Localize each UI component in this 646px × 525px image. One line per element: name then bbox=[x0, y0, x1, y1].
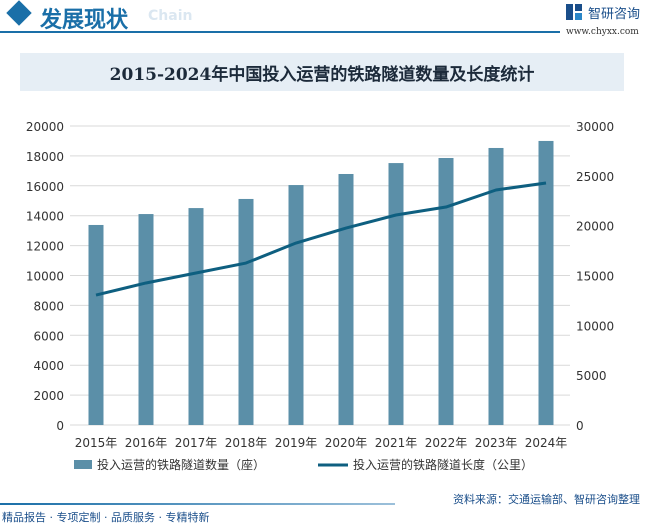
y-left-tick-label: 16000 bbox=[26, 180, 64, 194]
y-left-tick-label: 4000 bbox=[33, 359, 64, 373]
legend-bar-label: 投入运营的铁路隧道数量（座） bbox=[97, 457, 265, 472]
x-tick-label: 2024年 bbox=[525, 436, 568, 450]
bar-2018年 bbox=[238, 198, 254, 425]
y-right-tick-label: 10000 bbox=[576, 319, 614, 333]
x-tick-label: 2018年 bbox=[225, 436, 268, 450]
bar-2017年 bbox=[188, 208, 204, 425]
y-left-tick-label: 0 bbox=[56, 419, 64, 433]
header-divider bbox=[0, 31, 560, 33]
x-tick-label: 2015年 bbox=[75, 436, 118, 450]
bar-2019年 bbox=[288, 185, 304, 425]
y-right-tick-label: 20000 bbox=[576, 220, 614, 234]
y-left-tick-label: 8000 bbox=[33, 299, 64, 313]
y-left-tick-label: 12000 bbox=[26, 240, 64, 254]
footer-divider bbox=[0, 503, 395, 505]
x-tick-label: 2021年 bbox=[375, 436, 418, 450]
bar-2020年 bbox=[338, 173, 354, 425]
bar-2024年 bbox=[538, 140, 554, 425]
chart: 0 2000 4000 6000 8000 10000 12000 14000 16000 180… bbox=[26, 120, 614, 472]
y-left-tick-label: 6000 bbox=[33, 329, 64, 343]
length-line bbox=[95, 181, 547, 297]
bar-2023年 bbox=[488, 147, 504, 425]
section-ghost-text: Chain bbox=[148, 8, 193, 24]
y-right-tick-label: 15000 bbox=[576, 270, 614, 284]
footer-slogan: 精品报告 · 专项定制 · 品质服务 · 专精特新 bbox=[2, 511, 210, 524]
x-tick-label: 2017年 bbox=[175, 436, 218, 450]
brand-logo-icon bbox=[566, 4, 582, 20]
y-right-tick-label: 0 bbox=[576, 419, 584, 433]
y-right-tick-label: 25000 bbox=[576, 170, 614, 184]
footer-source: 资料来源：交通运输部、智研咨询整理 bbox=[453, 493, 640, 506]
y-left-tick-label: 18000 bbox=[26, 150, 64, 164]
legend-line-label: 投入运营的铁路隧道长度（公里） bbox=[353, 457, 533, 472]
chart-title: 2015-2024年中国投入运营的铁路隧道数量及长度统计 bbox=[20, 53, 624, 91]
x-tick-label: 2020年 bbox=[325, 436, 368, 450]
section-title: 发展现状 bbox=[40, 7, 129, 33]
y-right-tick-label: 5000 bbox=[576, 369, 607, 383]
x-tick-label: 2023年 bbox=[475, 436, 518, 450]
y-left-tick-label: 20000 bbox=[26, 120, 64, 134]
x-tick-label: 2016年 bbox=[125, 436, 168, 450]
x-tick-label: 2022年 bbox=[425, 436, 468, 450]
bar-2022年 bbox=[438, 157, 454, 426]
y-left-tick-label: 2000 bbox=[33, 389, 64, 403]
brand-url: www.chyxx.com bbox=[566, 27, 639, 37]
y-right-tick-label: 30000 bbox=[576, 120, 614, 134]
y-left-tick-label: 14000 bbox=[26, 210, 64, 224]
bar-2016年 bbox=[138, 214, 154, 425]
legend-bar-swatch bbox=[74, 460, 92, 469]
y-left-tick-label: 10000 bbox=[26, 270, 64, 284]
bar-2021年 bbox=[388, 163, 404, 426]
bar-2015年 bbox=[88, 224, 104, 425]
x-tick-label: 2019年 bbox=[275, 436, 318, 450]
brand-name: 智研咨询 bbox=[588, 7, 641, 22]
